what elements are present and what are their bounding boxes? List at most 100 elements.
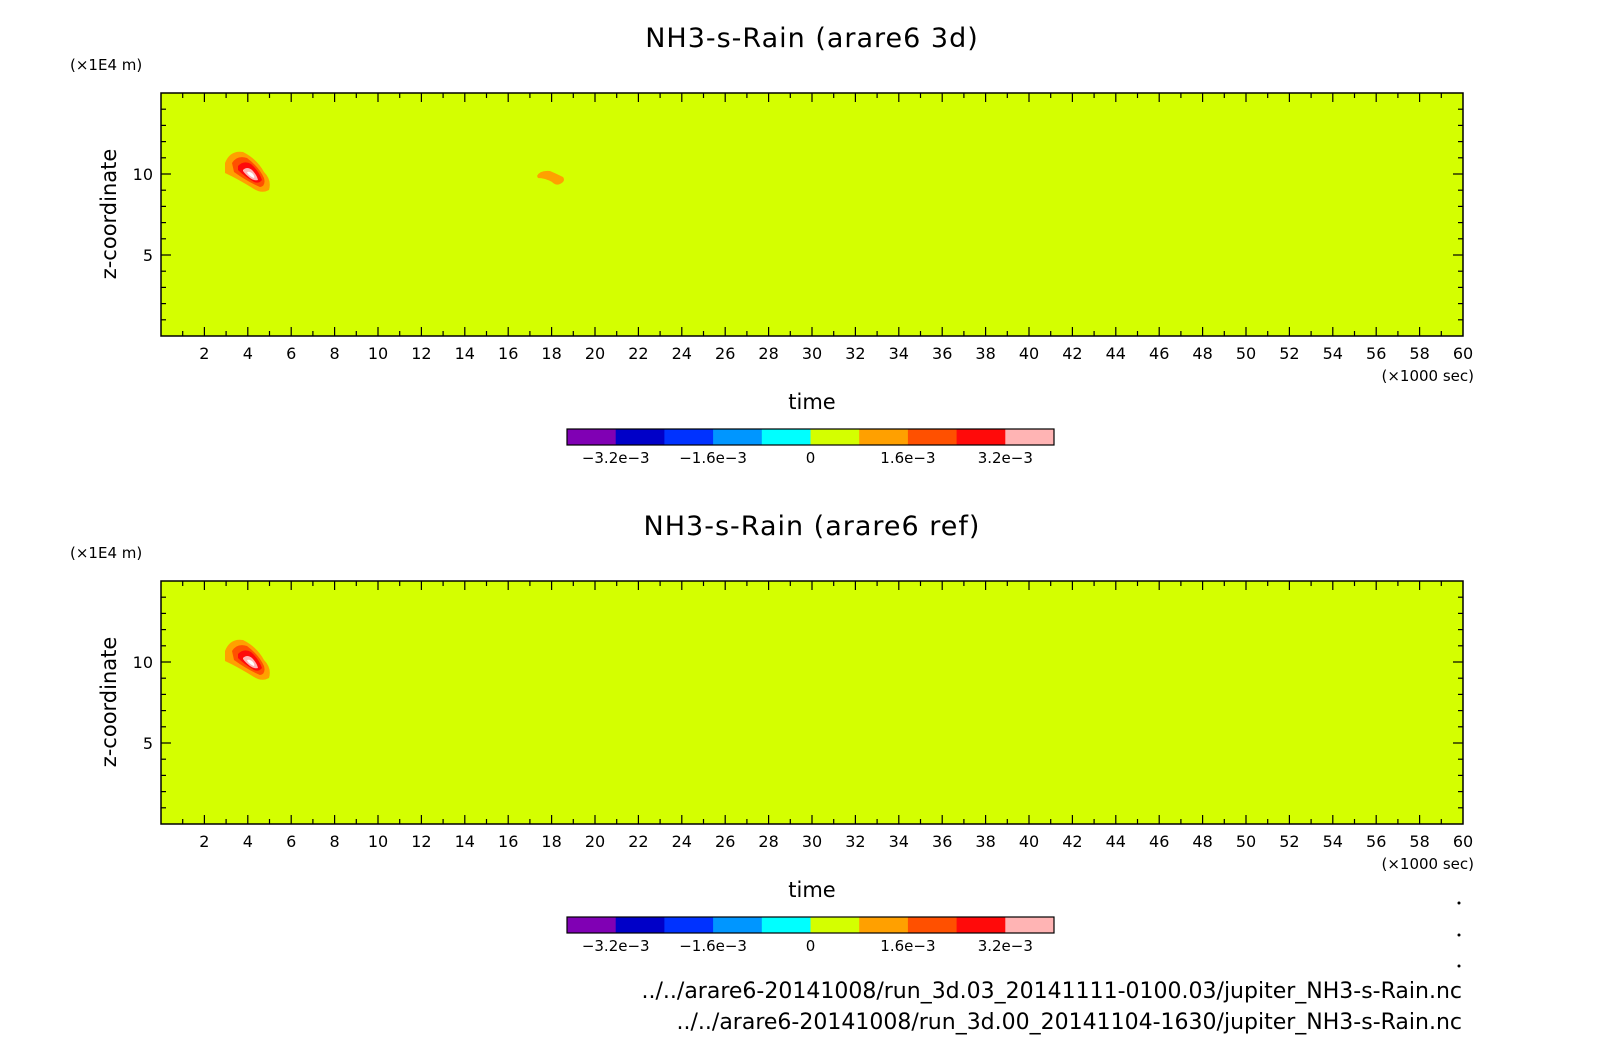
chart-title: NH3-s-Rain (arare6 3d) bbox=[645, 23, 979, 54]
x-tick-label: 58 bbox=[1409, 344, 1429, 363]
axis-ticks: 2 4 6 8 10 12 14 16 18 20 22 24 26 28 30 32 34 36 38 40 42 44… bbox=[133, 93, 1473, 363]
x-tick-label: 56 bbox=[1366, 344, 1386, 363]
colorbar-swatch bbox=[664, 917, 714, 933]
axis-ticks: 2 4 6 8 10 12 14 16 18 20 22 24 26 28 30 32 34 36 38 40 42 44… bbox=[133, 581, 1473, 851]
y-unit-label: (×1E4 m) bbox=[70, 56, 142, 74]
main-blob bbox=[225, 151, 270, 192]
colorbar-swatch bbox=[761, 917, 811, 933]
x-tick-label: 26 bbox=[715, 832, 735, 851]
x-tick-label: 52 bbox=[1279, 344, 1299, 363]
x-tick-label: 54 bbox=[1323, 344, 1343, 363]
chart-panel-3d: NH3-s-Rain (arare6 3d) (×1E4 m) 2 4 6 8 10 12… bbox=[70, 23, 1474, 467]
colorbar-tick-label: −1.6e−3 bbox=[679, 449, 747, 467]
x-tick-label: 58 bbox=[1409, 832, 1429, 851]
x-tick-label: 10 bbox=[368, 344, 388, 363]
x-tick-label: 60 bbox=[1453, 344, 1473, 363]
x-tick-label: 16 bbox=[498, 832, 518, 851]
x-unit-label: (×1000 sec) bbox=[1381, 367, 1474, 385]
x-tick-label: 22 bbox=[628, 344, 648, 363]
x-tick-label: 34 bbox=[889, 344, 909, 363]
x-tick-label: 12 bbox=[411, 344, 431, 363]
secondary-blob bbox=[537, 170, 564, 185]
colorbar: −3.2e−3 −1.6e−3 0 1.6e−3 3.2e−3 bbox=[566, 916, 1055, 955]
y-tick-label: 5 bbox=[143, 246, 153, 265]
colorbar-swatch bbox=[956, 917, 1006, 933]
y-tick-label: 10 bbox=[133, 165, 153, 184]
x-tick-label: 28 bbox=[758, 344, 778, 363]
x-axis-label: time bbox=[788, 390, 835, 414]
x-tick-label: 50 bbox=[1236, 832, 1256, 851]
colorbar-swatch bbox=[567, 917, 617, 933]
x-tick-label: 12 bbox=[411, 832, 431, 851]
colorbar-tick-label: −1.6e−3 bbox=[679, 937, 747, 955]
colorbar-tick-label: 0 bbox=[806, 449, 816, 467]
contour-peak bbox=[247, 659, 255, 666]
x-tick-label: 2 bbox=[199, 344, 209, 363]
plot-background bbox=[161, 93, 1463, 336]
colorbar-swatch bbox=[1005, 917, 1055, 933]
colorbar-tick-label: −3.2e−3 bbox=[582, 937, 650, 955]
x-tick-label: 28 bbox=[758, 832, 778, 851]
x-tick-label: 48 bbox=[1192, 832, 1212, 851]
colorbar-swatch bbox=[615, 917, 665, 933]
colorbar-swatch bbox=[615, 429, 665, 445]
x-tick-label: 24 bbox=[672, 832, 692, 851]
chart-panel-ref: NH3-s-Rain (arare6 ref) (×1E4 m) 2 4 6 8 10 1… bbox=[70, 511, 1474, 955]
colorbar-swatch bbox=[859, 429, 909, 445]
x-tick-label: 60 bbox=[1453, 832, 1473, 851]
colorbar-tick-label: 1.6e−3 bbox=[880, 937, 935, 955]
colorbar-swatch bbox=[907, 429, 958, 445]
x-tick-label: 50 bbox=[1236, 344, 1256, 363]
contour-features bbox=[225, 639, 270, 680]
x-tick-label: 18 bbox=[541, 832, 561, 851]
x-tick-label: 2 bbox=[199, 832, 209, 851]
marker-dot bbox=[1457, 964, 1461, 968]
colorbar-tick-label: 0 bbox=[806, 937, 816, 955]
colorbar-swatch bbox=[713, 429, 763, 445]
y-tick-label: 5 bbox=[143, 734, 153, 753]
x-tick-label: 4 bbox=[243, 344, 253, 363]
colorbar-tick-label: 1.6e−3 bbox=[880, 449, 935, 467]
x-tick-label: 30 bbox=[802, 832, 822, 851]
colorbar-tick-label: 3.2e−3 bbox=[978, 449, 1033, 467]
x-tick-label: 38 bbox=[975, 832, 995, 851]
x-tick-label: 8 bbox=[330, 832, 340, 851]
x-tick-label: 42 bbox=[1062, 344, 1082, 363]
x-tick-label: 42 bbox=[1062, 832, 1082, 851]
colorbar-swatch bbox=[907, 917, 958, 933]
chart-title: NH3-s-Rain (arare6 ref) bbox=[644, 511, 981, 542]
colorbar-tick-label: −3.2e−3 bbox=[582, 449, 650, 467]
colorbar-swatch bbox=[567, 429, 617, 445]
y-axis-label: z-coordinate bbox=[97, 637, 121, 768]
x-tick-label: 14 bbox=[455, 344, 475, 363]
x-tick-label: 20 bbox=[585, 344, 605, 363]
colorbar-swatch bbox=[810, 917, 860, 933]
x-tick-label: 10 bbox=[368, 832, 388, 851]
x-unit-label: (×1000 sec) bbox=[1381, 855, 1474, 873]
x-tick-label: 26 bbox=[715, 344, 735, 363]
colorbar-swatch bbox=[761, 429, 811, 445]
x-axis-label: time bbox=[788, 878, 835, 902]
x-tick-label: 48 bbox=[1192, 344, 1212, 363]
x-tick-label: 46 bbox=[1149, 832, 1169, 851]
x-tick-label: 40 bbox=[1019, 832, 1039, 851]
file-path-2: ../../arare6-20141008/run_3d.00_20141104… bbox=[677, 1010, 1462, 1035]
x-tick-label: 36 bbox=[932, 832, 952, 851]
x-tick-label: 16 bbox=[498, 344, 518, 363]
marker-dot bbox=[1457, 933, 1461, 937]
plot-background bbox=[161, 581, 1463, 824]
colorbar-frame bbox=[566, 428, 1055, 446]
x-tick-label: 54 bbox=[1323, 832, 1343, 851]
file-path-1: ../../arare6-20141008/run_3d.03_20141111… bbox=[642, 979, 1462, 1004]
x-tick-label: 32 bbox=[845, 832, 865, 851]
x-tick-label: 46 bbox=[1149, 344, 1169, 363]
contour-peak bbox=[247, 171, 255, 178]
colorbar-swatch bbox=[713, 917, 763, 933]
colorbar-swatch bbox=[664, 429, 714, 445]
x-tick-label: 56 bbox=[1366, 832, 1386, 851]
x-tick-label: 36 bbox=[932, 344, 952, 363]
main-blob bbox=[225, 639, 270, 680]
y-unit-label: (×1E4 m) bbox=[70, 544, 142, 562]
marker-dot bbox=[1457, 901, 1461, 905]
x-tick-label: 20 bbox=[585, 832, 605, 851]
